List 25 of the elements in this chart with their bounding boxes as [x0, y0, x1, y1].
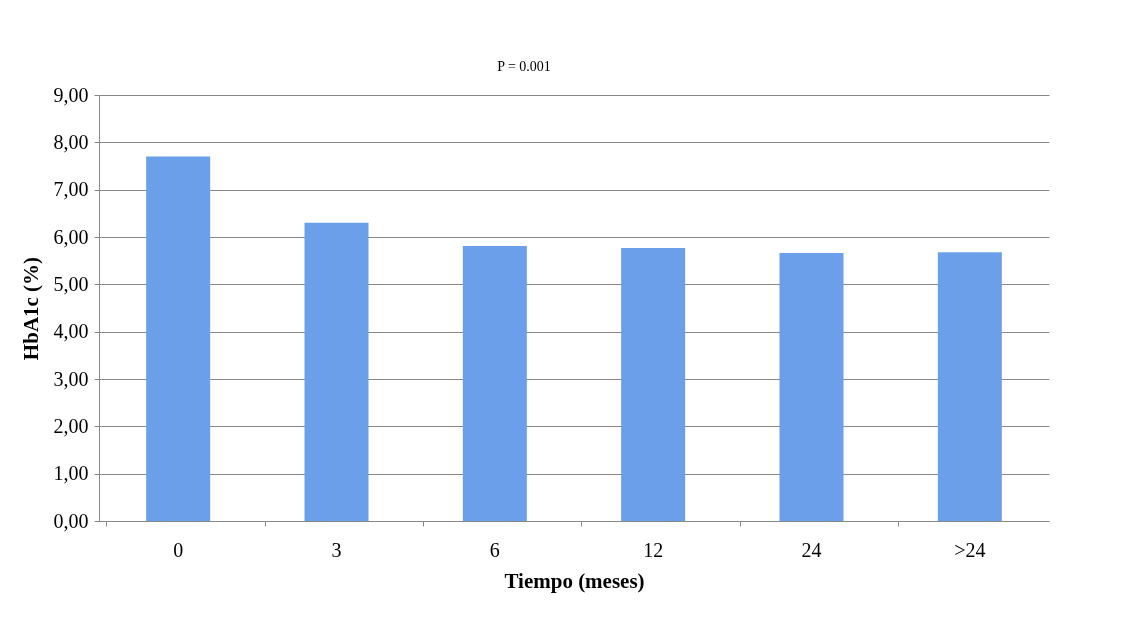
- y-tick-label: 9,00: [53, 83, 89, 106]
- y-tick-label: 6,00: [53, 225, 89, 248]
- x-tick-label: 6: [489, 538, 500, 561]
- text: P = 0.001: [497, 59, 551, 74]
- bar: [779, 253, 844, 521]
- y-tick-label: 0,00: [53, 509, 89, 532]
- y-axis-title: HbA1c (%): [18, 256, 43, 361]
- bar: [462, 245, 527, 521]
- y-tick-label: 4,00: [53, 320, 89, 343]
- bar: [937, 252, 1002, 521]
- x-tick-label: 3: [331, 538, 342, 561]
- y-tick-label: 8,00: [53, 130, 89, 153]
- x-tick-label: 12: [643, 538, 664, 561]
- y-tick-label: 7,00: [53, 178, 89, 201]
- x-tick-label: 0: [173, 538, 184, 561]
- bar: [304, 222, 369, 521]
- bar: [621, 247, 686, 521]
- y-tick-label: 2,00: [53, 414, 89, 437]
- x-tick-label: >24: [954, 538, 986, 561]
- bar: [146, 156, 211, 521]
- x-tick-label: 24: [801, 538, 822, 561]
- y-tick-label: 5,00: [53, 272, 89, 295]
- y-tick-label: 1,00: [53, 462, 89, 485]
- x-axis-title: Tiempo (meses): [504, 568, 645, 593]
- y-tick-label: 3,00: [53, 367, 89, 390]
